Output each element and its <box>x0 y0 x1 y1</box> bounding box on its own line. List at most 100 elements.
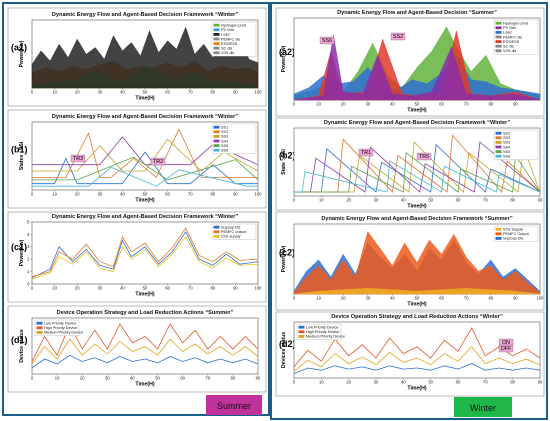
legend-entry: Low Priority Device <box>44 322 77 326</box>
legend-swatch <box>213 144 220 147</box>
annotation-label: TR1 <box>361 150 371 156</box>
x-axis-label: Time(H) <box>135 382 154 388</box>
x-tick-label: 100 <box>255 90 263 95</box>
chart-title: Dynamic Energy Flow and Agent-Based Deci… <box>52 214 238 220</box>
legend-entry: ESS/ESS <box>221 42 238 46</box>
panel-label: (a2) <box>279 47 295 57</box>
panel-label: (d2) <box>279 339 296 349</box>
annotation-box <box>70 154 86 163</box>
x-tick-label: 10 <box>52 286 57 291</box>
series-line <box>31 227 259 277</box>
legend-swatch <box>495 49 502 53</box>
series-line <box>31 236 259 280</box>
legend-entry: SS6 <box>503 155 510 159</box>
legend-entry: SS3 <box>221 135 228 139</box>
y-axis-label: Devices status <box>281 332 287 368</box>
x-tick-label: 70 <box>464 296 469 301</box>
chart-b2: Dynamic Energy Flow and Agent-Based Deci… <box>275 117 545 211</box>
x-tick-label: 90 <box>256 376 261 381</box>
legend-entry: SC dis <box>221 47 232 51</box>
legend-swatch <box>298 335 305 338</box>
legend-box <box>296 323 342 340</box>
legend-entry: Medium Priority Device <box>306 335 345 339</box>
y-tick-label: 4 <box>27 232 30 237</box>
x-tick-label: 70 <box>483 198 488 203</box>
winter-badge <box>454 397 512 417</box>
x-tick-label: 10 <box>319 380 324 385</box>
legend-swatch <box>213 235 220 238</box>
legend-box <box>493 129 539 160</box>
chart-title: Device Operation Strategy and Load Reduc… <box>331 314 503 320</box>
legend-swatch <box>213 139 220 143</box>
x-tick-label: 40 <box>120 192 125 197</box>
legend-entry: V2H supply <box>221 235 241 239</box>
legend-swatch <box>495 44 502 48</box>
y-tick-label: 5 <box>27 219 30 224</box>
x-tick-label: 10 <box>316 102 321 107</box>
series-line <box>294 141 541 193</box>
series-line <box>32 138 259 172</box>
x-tick-label: 90 <box>513 296 518 301</box>
legend-entry: V2H dis <box>503 49 516 53</box>
y-tick-label: 2 <box>27 257 30 262</box>
x-tick-label: 50 <box>428 380 433 385</box>
x-tick-label: 10 <box>52 90 57 95</box>
x-tick-label: 30 <box>97 192 102 197</box>
summer-badge-label: Summer <box>217 401 251 411</box>
x-tick-label: 80 <box>488 102 493 107</box>
x-tick-label: 60 <box>456 380 461 385</box>
left-column-frame <box>2 2 270 416</box>
legend-entry: PEMFC dis <box>503 35 522 39</box>
panel-label: (d1) <box>11 335 28 345</box>
y-axis-label: Power(Kw) <box>19 40 25 67</box>
y-tick-label: 3 <box>27 244 30 249</box>
x-tick-label: 20 <box>346 380 351 385</box>
legend-entry: SS4 <box>503 145 510 149</box>
x-tick-label: 50 <box>155 376 160 381</box>
x-tick-label: 20 <box>75 90 80 95</box>
x-tick-label: 60 <box>439 102 444 107</box>
annotation-label: SS2 <box>393 34 403 40</box>
legend-swatch <box>213 130 220 134</box>
legend-swatch <box>36 331 43 334</box>
x-axis-label: Time(H) <box>135 292 154 298</box>
x-tick-label: 60 <box>165 192 170 197</box>
legend-box <box>211 223 257 240</box>
panel-label: (c1) <box>11 242 27 252</box>
series-line <box>293 363 541 374</box>
x-tick-label: 10 <box>319 198 324 203</box>
x-tick-label: 70 <box>188 286 193 291</box>
x-tick-label: 0 <box>31 90 34 95</box>
x-tick-label: 90 <box>538 198 543 203</box>
chart-title: Dynamic Energy Flow and Agent-Based Deci… <box>337 10 497 16</box>
x-tick-label: 70 <box>188 90 193 95</box>
x-tick-label: 100 <box>537 296 545 301</box>
chart-panels: Dynamic Energy Flow and Agent-Based Deci… <box>7 7 545 397</box>
legend-box <box>211 123 257 154</box>
legend-swatch <box>495 232 502 236</box>
chart-c2: Dynamic Energy Flow and Agent-Based Deci… <box>275 211 545 311</box>
legend-entry: SC dis <box>503 45 514 49</box>
x-tick-label: 30 <box>374 380 379 385</box>
x-tick-label: 50 <box>415 102 420 107</box>
legend-swatch <box>298 330 305 334</box>
legend-entry: PV Gen <box>221 28 234 32</box>
panel-label: (b1) <box>11 145 28 155</box>
legend-swatch <box>213 23 220 27</box>
legend-swatch <box>495 141 502 144</box>
annotation-label: TR3 <box>73 156 83 162</box>
x-tick-label: 30 <box>105 376 110 381</box>
legend-swatch <box>213 51 220 55</box>
legend-swatch <box>495 227 502 231</box>
x-tick-label: 20 <box>341 102 346 107</box>
chart-a2: Dynamic Energy Flow and Agent-Based Deci… <box>275 7 545 117</box>
series-line <box>31 231 259 279</box>
legend-entry: SS1 <box>503 132 510 136</box>
x-tick-label: 90 <box>233 192 238 197</box>
annotation-box <box>498 344 514 353</box>
series-line <box>294 141 541 193</box>
y-axis-label: State : SSi <box>281 149 287 175</box>
x-tick-label: 0 <box>293 198 296 203</box>
legend-swatch <box>213 33 220 36</box>
